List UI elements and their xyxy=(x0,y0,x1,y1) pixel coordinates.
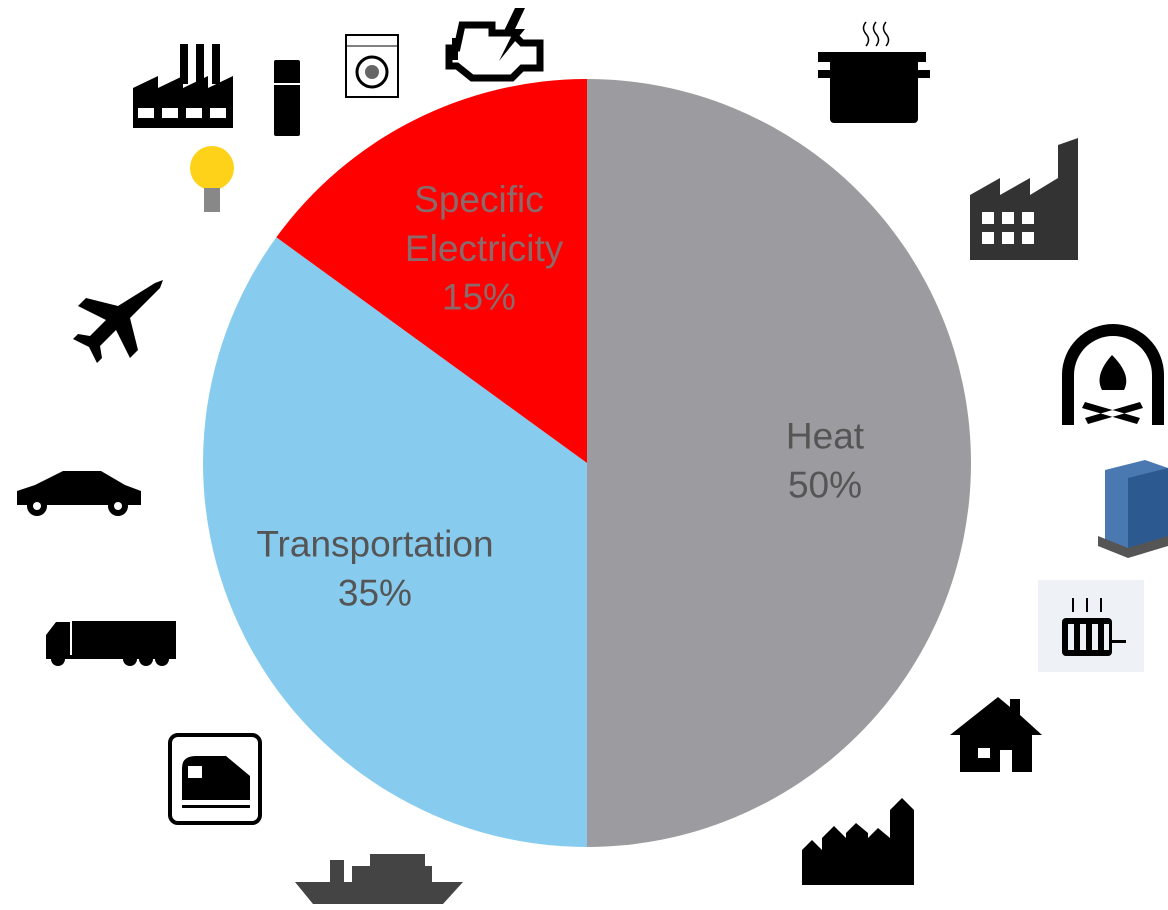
icon-factory-left xyxy=(133,44,233,128)
label-line: Electricity xyxy=(395,228,564,269)
icon-fireplace xyxy=(1062,324,1164,425)
pie: Heat 50% Transportation 35% Specific Electri… xyxy=(202,78,971,847)
icon-plane xyxy=(73,280,163,363)
pie-slice xyxy=(202,237,587,847)
icon-bulb xyxy=(190,146,234,212)
icon-radiator xyxy=(1038,580,1144,672)
slice-label: Heat xyxy=(786,415,865,456)
icon-city xyxy=(802,798,914,885)
pie-slice xyxy=(276,78,587,463)
icon-fridge xyxy=(274,60,300,136)
icons xyxy=(17,8,1168,904)
icon-factory xyxy=(970,138,1078,260)
icon-pot xyxy=(818,21,930,123)
value-label: 15% xyxy=(442,277,516,318)
slice-label: Specific Electricity xyxy=(395,179,564,269)
icon-car xyxy=(17,471,141,516)
slice-label: Transportation xyxy=(256,523,493,564)
icon-truck xyxy=(46,621,176,666)
icon-ship xyxy=(295,854,463,904)
icon-house xyxy=(950,697,1042,774)
value-label: 35% xyxy=(338,572,412,613)
value-label: 50% xyxy=(788,464,862,505)
icon-building xyxy=(1098,460,1168,558)
icon-washer xyxy=(345,34,399,98)
pie-slice xyxy=(587,79,971,847)
icon-engine xyxy=(445,8,544,82)
label-line: Specific xyxy=(414,179,544,220)
icon-train xyxy=(168,733,262,825)
